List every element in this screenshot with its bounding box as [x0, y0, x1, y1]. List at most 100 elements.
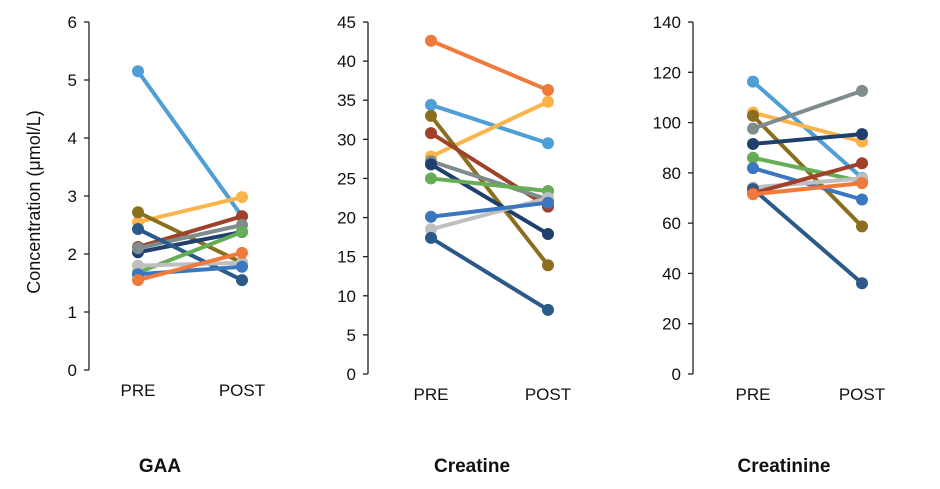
data-point-pre: [747, 137, 759, 150]
data-point-pre: [425, 127, 437, 140]
series-line: [136, 250, 244, 283]
data-point-pre: [747, 109, 759, 122]
y-tick-label: 30: [337, 130, 356, 149]
data-point-post: [236, 246, 248, 259]
y-tick-label: 60: [662, 214, 681, 233]
data-point-pre: [425, 158, 437, 171]
series-7: [425, 158, 554, 240]
series-line: [429, 113, 550, 268]
data-point-pre: [132, 223, 144, 236]
data-point-pre: [425, 223, 437, 236]
x-tick-label-pre: PRE: [736, 385, 771, 404]
data-point-post: [542, 95, 554, 108]
series-11: [132, 246, 248, 287]
x-tick-label-post: POST: [525, 385, 571, 404]
chart-panel-1: 0 1 2 3 4 5 6 PRE POST GAA: [68, 13, 266, 477]
series-line: [136, 195, 244, 225]
chart-title: GAA: [139, 456, 182, 477]
y-tick-label: 25: [337, 169, 356, 188]
y-tick-label: 100: [653, 114, 681, 133]
data-point-post: [542, 137, 554, 150]
series-line: [751, 132, 864, 146]
data-point-post: [236, 260, 248, 273]
data-point-pre: [132, 259, 144, 272]
series-line: [429, 235, 550, 312]
chart-title: Creatine: [434, 456, 510, 477]
data-point-post: [236, 225, 248, 238]
data-point-pre: [747, 162, 759, 175]
y-tick-label: 140: [653, 13, 681, 32]
y-tick-label: 40: [337, 52, 356, 71]
chart-panel-3: 0 20 40 60 80 100 120 140 PRE POST Creatinine: [653, 13, 886, 477]
data-point-pre: [425, 172, 437, 185]
series-2: [132, 191, 248, 229]
series-line: [751, 186, 864, 286]
series-line: [751, 176, 864, 190]
x-tick-label-post: POST: [219, 381, 265, 400]
data-point-pre: [425, 98, 437, 111]
data-point-pre: [747, 75, 759, 88]
data-point-pre: [747, 151, 759, 164]
series-line: [429, 38, 550, 93]
data-point-pre: [132, 206, 144, 219]
data-point-post: [236, 274, 248, 287]
x-tick-label-pre: PRE: [414, 385, 449, 404]
y-tick-label: 6: [68, 13, 77, 32]
series-line: [429, 159, 550, 202]
data-point-pre: [747, 122, 759, 135]
y-tick-label: 4: [68, 129, 77, 148]
data-point-pre: [132, 242, 144, 255]
y-tick-label: 40: [662, 264, 681, 283]
series-line: [136, 260, 244, 268]
series-line: [136, 227, 244, 283]
data-point-pre: [132, 274, 144, 287]
series-11: [425, 231, 554, 316]
series-9: [747, 182, 868, 290]
y-tick-label: 2: [68, 245, 77, 264]
series-line: [429, 162, 550, 236]
series-line: [136, 223, 244, 251]
series-line: [136, 214, 244, 250]
data-point-post: [856, 84, 868, 97]
series-4: [747, 84, 868, 135]
y-tick-label: 120: [653, 63, 681, 82]
data-point-pre: [132, 65, 144, 78]
series-1: [425, 34, 554, 97]
data-point-pre: [425, 210, 437, 223]
series-line: [136, 69, 244, 219]
series-line: [429, 102, 550, 146]
series-2: [425, 98, 554, 150]
series-line: [136, 264, 244, 277]
data-point-post: [236, 210, 248, 223]
x-tick-label-pre: PRE: [121, 381, 156, 400]
y-tick-label: 5: [68, 71, 77, 90]
y-tick-label: 0: [347, 365, 356, 384]
data-point-post: [236, 191, 248, 204]
data-point-post: [542, 259, 554, 272]
series-11: [747, 177, 868, 201]
data-point-post: [856, 220, 868, 233]
data-point-post: [542, 303, 554, 316]
data-point-pre: [425, 109, 437, 122]
y-tick-label: 0: [68, 361, 77, 380]
y-tick-label: 20: [337, 209, 356, 228]
chart-panel-2: 0 5 10 15 20 25 30 35 40 45 PRE POST Creatine: [337, 13, 571, 477]
chart-title: Creatinine: [738, 456, 831, 477]
x-tick-label-post: POST: [839, 385, 885, 404]
y-tick-label: 20: [662, 315, 681, 334]
y-tick-label: 10: [337, 287, 356, 306]
data-point-post: [856, 157, 868, 170]
y-tick-label: 5: [347, 326, 356, 345]
y-tick-label: 3: [68, 187, 77, 206]
data-point-post: [856, 177, 868, 190]
series-10: [425, 196, 554, 223]
series-line: [751, 161, 864, 196]
series-4: [425, 109, 554, 272]
y-tick-label: 15: [337, 248, 356, 267]
data-point-pre: [425, 231, 437, 244]
series-line: [751, 88, 864, 131]
y-tick-label: 80: [662, 164, 681, 183]
series-line: [429, 176, 550, 193]
